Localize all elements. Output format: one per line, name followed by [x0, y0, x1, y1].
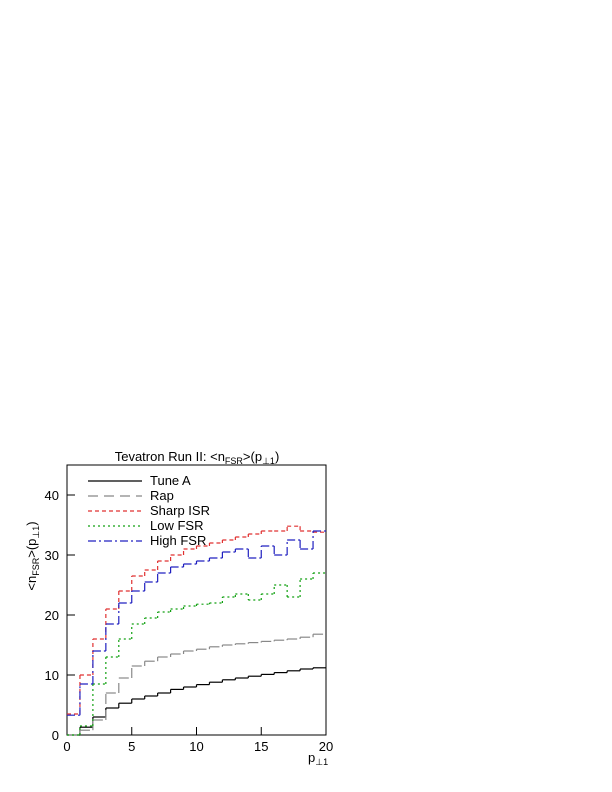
x-tick-label: 20	[319, 739, 333, 754]
x-label-part: ⊥1	[315, 757, 328, 767]
x-tick-label: 15	[254, 739, 268, 754]
title-part: ⊥1	[262, 456, 275, 466]
x-tick-label: 0	[63, 739, 70, 754]
legend-label: Sharp ISR	[150, 503, 210, 518]
x-tick-label: 10	[189, 739, 203, 754]
y-tick-label: 40	[45, 488, 59, 503]
title-part: FSR	[225, 456, 244, 466]
legend-label: High FSR	[150, 533, 206, 548]
y-tick-label: 10	[45, 668, 59, 683]
title-part: Tevatron Run II: <n	[115, 449, 225, 464]
y-tick-label: 0	[52, 728, 59, 743]
legend-label: Rap	[150, 488, 174, 503]
x-axis-label: p⊥1	[308, 750, 328, 767]
x-tick-label: 5	[128, 739, 135, 754]
chart-title: Tevatron Run II: <nFSR>(p⊥1)	[115, 449, 280, 466]
x-label-part: p	[308, 750, 315, 765]
y-tick-label: 30	[45, 548, 59, 563]
legend-label: Tune A	[150, 473, 191, 488]
title-part: >(p	[243, 449, 262, 464]
y-label-part: ⊥1	[31, 526, 41, 539]
title-part: )	[275, 449, 279, 464]
y-label-part: FSR	[31, 557, 41, 576]
y-tick-label: 20	[45, 608, 59, 623]
y-axis-label: <nFSR>(p⊥1)	[24, 521, 41, 590]
y-label-part: )	[24, 521, 39, 525]
legend-label: Low FSR	[150, 518, 203, 533]
y-label-part: >(p	[24, 539, 39, 558]
y-label-part: <n	[24, 576, 39, 591]
